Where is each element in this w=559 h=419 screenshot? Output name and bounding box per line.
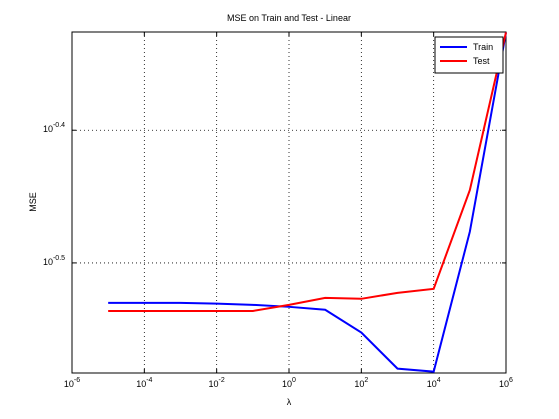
tick-exponent: 2 (364, 377, 368, 384)
tick-exponent: -6 (74, 377, 80, 384)
legend-label: Train (473, 42, 493, 52)
tick-label: 104 (427, 377, 441, 389)
tick-base: 10 (209, 379, 219, 389)
tick-label: 100 (282, 377, 296, 389)
tick-base: 10 (282, 379, 292, 389)
tick-label: 102 (354, 377, 368, 389)
tick-exponent: -0.5 (53, 255, 65, 262)
tick-label: 10-0.5 (43, 255, 65, 267)
tick-base: 10 (43, 257, 53, 267)
tick-label: 106 (499, 377, 513, 389)
y-axis-label: MSE (28, 192, 38, 212)
tick-exponent: 0 (292, 377, 296, 384)
legend-label: Test (473, 56, 490, 66)
tick-exponent: 4 (437, 377, 441, 384)
series-line (108, 32, 507, 373)
tick-label: 10-0.4 (43, 122, 65, 134)
tick-base: 10 (354, 379, 364, 389)
tick-exponent: 6 (509, 377, 513, 384)
series-line (108, 32, 507, 312)
tick-label: 10-6 (64, 377, 80, 389)
tick-exponent: -2 (219, 377, 225, 384)
x-axis-label: λ (287, 397, 292, 407)
tick-base: 10 (64, 379, 74, 389)
tick-label: 10-4 (136, 377, 152, 389)
legend-box (434, 36, 504, 74)
tick-exponent: -0.4 (53, 122, 65, 129)
tick-base: 10 (499, 379, 509, 389)
chart-title: MSE on Train and Test - Linear (227, 13, 351, 23)
tick-label: 10-2 (209, 377, 225, 389)
tick-base: 10 (43, 124, 53, 134)
plot-frame (71, 31, 507, 374)
tick-base: 10 (427, 379, 437, 389)
tick-exponent: -4 (146, 377, 152, 384)
tick-base: 10 (136, 379, 146, 389)
